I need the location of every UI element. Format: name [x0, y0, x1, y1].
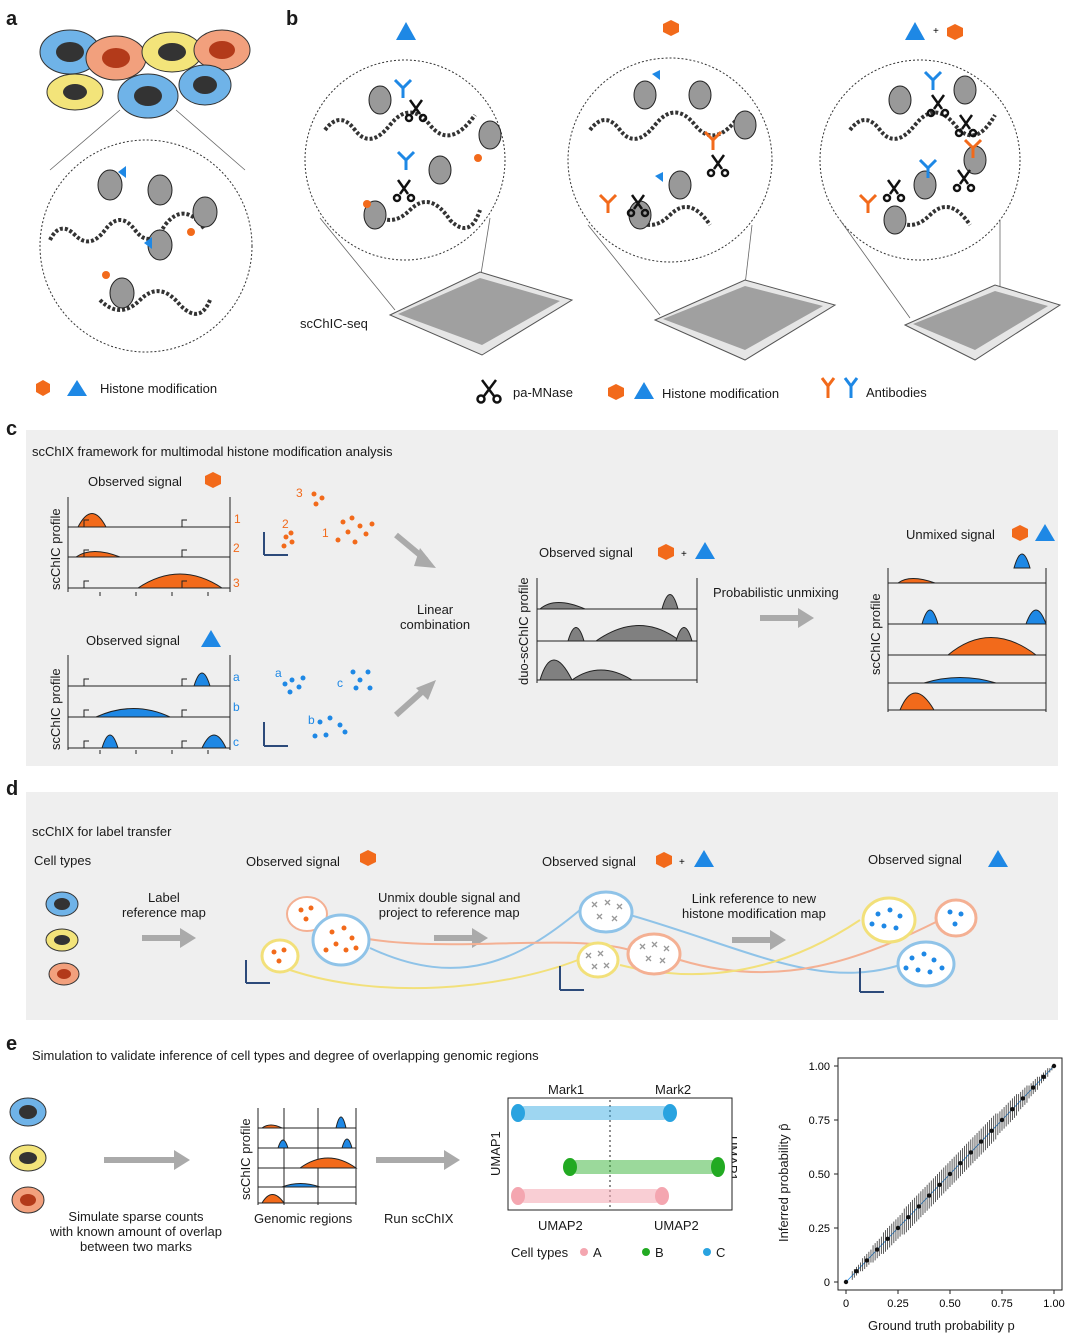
observed-signal-blue-title: Observed signal — [86, 633, 180, 648]
data-point — [885, 1236, 890, 1242]
data-point — [1051, 1063, 1057, 1069]
run-scchix-label: Run scChIX — [384, 1211, 454, 1226]
row-label-3: 3 — [233, 576, 240, 590]
x-tick-label: 1.00 — [1043, 1298, 1064, 1310]
data-point — [927, 1193, 932, 1198]
cell-type-c-label: C — [716, 1245, 726, 1260]
panel-d-title: scChIX for label transfer — [32, 824, 172, 839]
data-point — [864, 1258, 869, 1263]
cell-types-legend-title: Cell types — [511, 1245, 569, 1260]
row-label-2: 2 — [233, 541, 240, 555]
umap2-left-label: UMAP2 — [538, 1218, 583, 1233]
cluster-label-b: b — [308, 713, 315, 727]
chart-x-axis-label: Ground truth probability p — [868, 1318, 1015, 1333]
cell-types-label: Cell types — [34, 853, 92, 868]
svg-text:+: + — [679, 857, 685, 868]
genomic-regions-label: Genomic regions — [254, 1211, 353, 1226]
x-tick-label: 0 — [843, 1298, 849, 1310]
link-reference-text: Link reference to new histone modificati… — [682, 891, 826, 921]
probabilistic-unmixing-label: Probabilistic unmixing — [713, 585, 839, 600]
panel-c-letter: c — [6, 418, 18, 440]
cell-type-b-label: B — [655, 1245, 664, 1260]
panel-b-letter: b — [286, 8, 299, 30]
mark1-label: Mark1 — [548, 1082, 585, 1097]
x-tick-label: 0.75 — [991, 1298, 1012, 1310]
data-point — [1020, 1096, 1025, 1101]
data-point — [895, 1225, 901, 1231]
observed-signal-d2: Observed signal — [542, 854, 636, 869]
cluster-label-3: 3 — [296, 486, 303, 500]
y-tick-label: 0.75 — [809, 1115, 830, 1127]
data-point — [989, 1128, 994, 1134]
data-point — [947, 1171, 953, 1177]
data-point — [979, 1139, 984, 1144]
histone-legend-label: Histone modification — [662, 386, 780, 401]
row-label-1: 1 — [234, 512, 241, 526]
data-point — [1031, 1085, 1036, 1090]
data-point — [968, 1150, 973, 1155]
observed-signal-duo-title: Observed signal — [539, 545, 633, 560]
panel-a-letter: a — [6, 8, 18, 30]
mark2-label: Mark2 — [655, 1082, 692, 1097]
y-tick-label: 0.25 — [809, 1223, 830, 1235]
observed-signal-orange-title: Observed signal — [88, 474, 182, 489]
panel-a-legend-label: Histone modification — [100, 381, 218, 396]
row-label-c: c — [233, 735, 239, 749]
data-point — [958, 1161, 963, 1166]
panel-c-title: scChIX framework for multimodal histone … — [32, 444, 393, 459]
panel-c-background — [26, 430, 1058, 766]
plate-label: scChIC-seq — [300, 316, 368, 331]
panel-d-letter: d — [6, 778, 19, 800]
data-point — [916, 1204, 921, 1209]
panel-e-letter: e — [6, 1033, 18, 1055]
cluster-label-2: 2 — [282, 517, 289, 531]
linear-combination-label: Linear combination — [400, 602, 471, 632]
cluster-label-c: c — [337, 676, 343, 690]
data-point — [854, 1269, 859, 1274]
antibodies-legend-label: Antibodies — [866, 385, 927, 400]
mnase-legend-label: pa-MNase — [513, 385, 573, 400]
data-point — [937, 1182, 942, 1188]
x-tick-label: 0.25 — [887, 1298, 908, 1310]
cell-type-a-label: A — [593, 1245, 602, 1260]
y-tick-label: 1.00 — [809, 1061, 830, 1073]
x-tick-label: 0.50 — [939, 1298, 960, 1310]
svg-text:+: + — [933, 26, 939, 37]
data-point — [906, 1215, 911, 1220]
unmix-project-text: Unmix double signal and project to refer… — [378, 890, 521, 920]
umap2-right-label: UMAP2 — [654, 1218, 699, 1233]
panel-e-title: Simulation to validate inference of cell… — [32, 1048, 539, 1063]
observed-signal-d3: Observed signal — [868, 852, 962, 867]
y-tick-label: 0.50 — [809, 1169, 830, 1181]
data-point — [1041, 1074, 1046, 1080]
y-tick-label: 0 — [824, 1277, 830, 1289]
data-point-origin — [843, 1279, 849, 1285]
cluster-label-a: a — [275, 666, 282, 680]
simulate-text: Simulate sparse counts with known amount… — [50, 1209, 222, 1254]
svg-text:+: + — [681, 549, 687, 560]
data-point — [999, 1117, 1005, 1123]
data-point — [875, 1247, 880, 1252]
chart-y-axis-label: Inferred probability p̂ — [776, 1123, 791, 1242]
unmixed-signal-title: Unmixed signal — [906, 527, 995, 542]
row-label-a: a — [233, 670, 240, 684]
row-label-b: b — [233, 700, 240, 714]
label-reference-map-text: Label reference map — [122, 890, 206, 920]
observed-signal-d1: Observed signal — [246, 854, 340, 869]
cluster-label-1: 1 — [322, 526, 329, 540]
data-point — [1010, 1107, 1015, 1112]
